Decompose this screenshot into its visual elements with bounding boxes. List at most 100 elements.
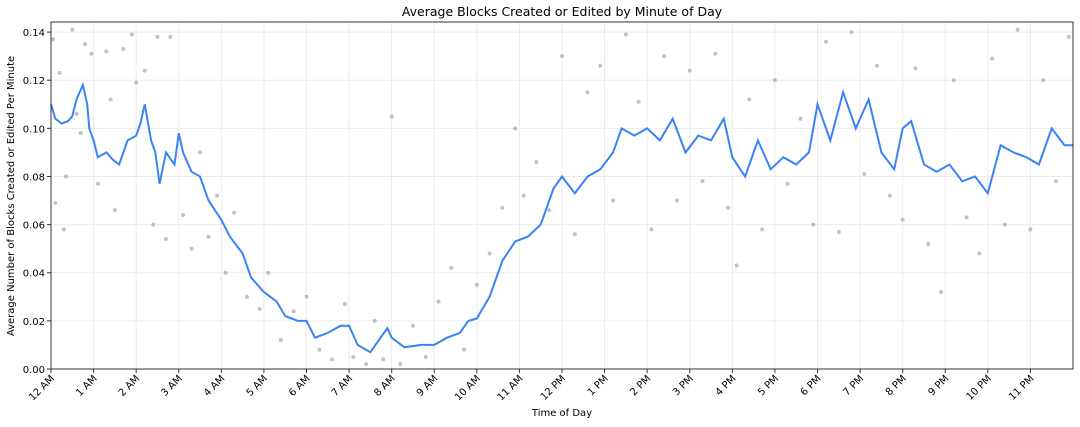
x-tick-label: 2 AM	[117, 373, 142, 398]
scatter-point	[389, 114, 394, 119]
scatter-point	[951, 78, 956, 83]
scatter-point	[304, 294, 309, 299]
x-tick-label: 11 PM	[1007, 373, 1036, 402]
scatter-point	[772, 78, 777, 83]
scatter-point	[500, 205, 505, 210]
scatter-point	[547, 208, 552, 213]
scatter-point	[534, 160, 539, 165]
scatter-point	[436, 299, 441, 304]
plot-frame	[50, 21, 1074, 370]
y-tick-label: 0.06	[23, 221, 45, 232]
scatter-point	[798, 116, 803, 121]
scatter-point	[163, 237, 168, 242]
scatter-point	[74, 111, 79, 116]
scatter-point	[189, 246, 194, 251]
y-tick-label: 0.14	[23, 28, 45, 39]
scatter-point	[1041, 78, 1046, 83]
scatter-point	[330, 357, 335, 362]
scatter-point	[560, 54, 564, 59]
scatter-point	[487, 251, 492, 256]
scatter-point	[785, 181, 790, 186]
scatter-point	[964, 215, 969, 220]
scatter-point	[913, 66, 918, 71]
scatter-point	[129, 32, 134, 37]
scatter-point	[342, 302, 347, 307]
scatter-point	[598, 63, 603, 68]
scatter-point	[521, 193, 526, 198]
x-tick-label: 7 AM	[330, 373, 355, 398]
scatter-point	[317, 347, 322, 352]
scatter-point	[223, 270, 228, 275]
y-tick-label: 0.00	[23, 365, 45, 376]
scatter-point	[381, 357, 386, 362]
y-tick-label: 0.02	[23, 317, 45, 328]
scatter-point	[726, 205, 731, 210]
scatter-point	[1066, 34, 1071, 39]
scatter-point	[611, 198, 616, 203]
y-axis-label: Average Number of Blocks Created or Edit…	[6, 56, 17, 336]
scatter-point	[83, 42, 88, 47]
x-tick-label: 9 PM	[926, 373, 951, 398]
scatter-point	[95, 181, 100, 186]
scatter-point	[572, 232, 577, 237]
x-tick-label: 6 AM	[287, 373, 312, 398]
scatter-point	[142, 68, 147, 73]
scatter-point	[474, 282, 479, 287]
scatter-point	[849, 30, 854, 35]
x-tick-label: 10 PM	[965, 373, 994, 402]
scatter-point	[181, 212, 186, 217]
scatter-point	[1015, 27, 1020, 32]
scatter-point	[875, 63, 880, 68]
scatter-point	[938, 289, 943, 294]
scatter-point	[168, 34, 173, 39]
scatter-point	[811, 222, 816, 227]
x-tick-label: 4 AM	[202, 373, 227, 398]
y-tick-label: 0.08	[23, 172, 45, 183]
scatter-point	[760, 227, 765, 232]
scatter-point	[89, 51, 94, 56]
rolling-average-line	[50, 81, 1073, 354]
scatter-point	[410, 323, 415, 328]
scatter-point	[121, 46, 126, 51]
scatter-point	[112, 208, 117, 213]
scatter-point	[1053, 179, 1058, 184]
scatter-point	[887, 193, 892, 198]
scatter-point	[351, 354, 356, 359]
scatter-point	[372, 318, 377, 323]
scatter-point	[278, 338, 283, 343]
scatter-point	[513, 126, 518, 131]
x-tick-label: 8 AM	[372, 373, 397, 398]
scatter-point	[244, 294, 249, 299]
scatter-point	[713, 51, 718, 56]
scatter-point	[977, 251, 982, 256]
scatter-point	[674, 198, 679, 203]
scatter-point	[824, 39, 829, 44]
scatter-point	[266, 270, 271, 275]
scatter-point	[206, 234, 211, 239]
scatter-point	[151, 222, 156, 227]
scatter-point	[70, 27, 75, 32]
x-tick-label: 12 AM	[27, 373, 57, 403]
scatter-point	[623, 32, 628, 37]
scatter-point	[398, 362, 403, 367]
scatter-point	[104, 49, 109, 54]
x-tick-label: 1 PM	[586, 373, 611, 398]
scatter-point	[990, 56, 995, 61]
x-tick-label: 4 PM	[714, 373, 739, 398]
scatter-point	[636, 99, 641, 104]
scatter-point	[257, 306, 262, 311]
x-tick-label: 2 PM	[628, 373, 653, 398]
scatter-point	[155, 34, 160, 39]
scatter-point	[900, 217, 905, 222]
scatter-point	[51, 37, 56, 42]
scatter-point	[364, 362, 369, 367]
scatter-point	[926, 241, 931, 246]
scatter-point	[198, 150, 203, 155]
x-tick-label: 5 PM	[756, 373, 781, 398]
scatter-point	[108, 97, 113, 102]
x-tick-label: 12 PM	[539, 373, 568, 402]
scatter-point	[649, 227, 654, 232]
scatter-point	[747, 97, 752, 102]
